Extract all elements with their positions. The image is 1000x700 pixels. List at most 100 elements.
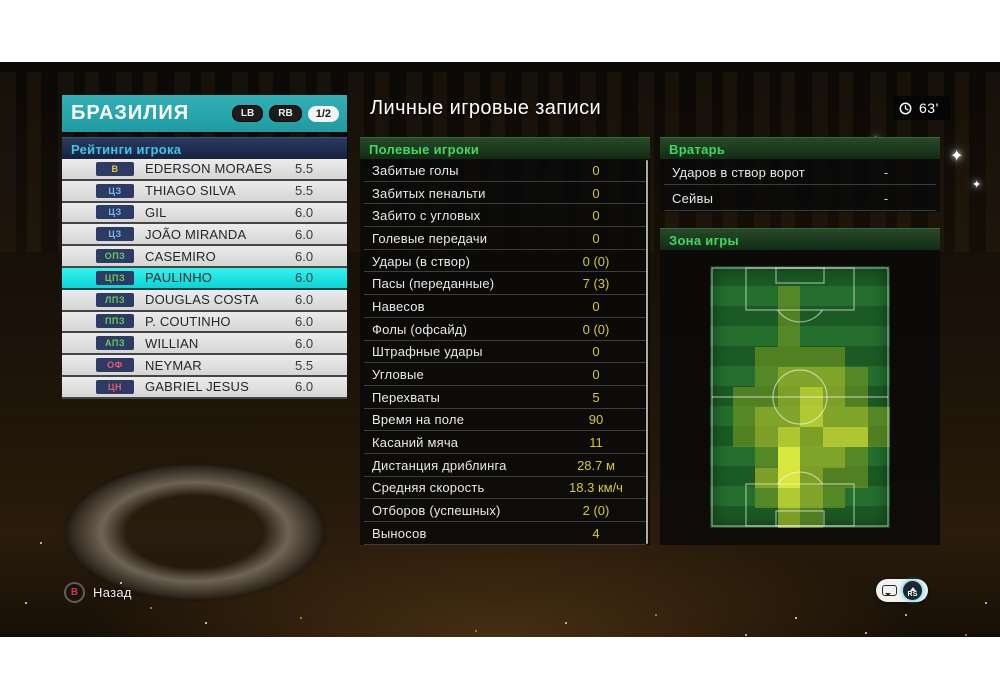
stat-label: Забито с угловых: [372, 208, 481, 224]
stat-value: 18.3 км/ч: [569, 480, 623, 496]
b-button-icon[interactable]: B: [64, 582, 85, 603]
stat-label: Касаний мяча: [372, 435, 459, 451]
heat-cell: [800, 366, 823, 387]
stat-row: Средняя скорость 18.3 км/ч: [360, 477, 650, 500]
heat-cell: [755, 326, 778, 346]
heat-cell: [800, 467, 823, 488]
stat-value: 4: [592, 525, 600, 541]
heat-cell: [733, 488, 756, 508]
player-rating: 6.0: [295, 379, 314, 395]
player-row[interactable]: ЦЗ GIL 6.0: [62, 202, 347, 225]
back-label: Назад: [93, 585, 132, 600]
play-zone-title: Зона игры: [669, 232, 739, 248]
player-rating: 6.0: [295, 226, 314, 242]
stat-label: Голевые передачи: [372, 230, 488, 246]
stat-row: Ударов в створ ворот -: [660, 159, 940, 185]
footer-hint-pill[interactable]: RS: [876, 579, 928, 602]
rb-button[interactable]: RB: [269, 105, 302, 122]
team-name: БРАЗИЛИЯ: [71, 102, 190, 124]
stat-value: -: [883, 164, 889, 180]
stat-label: Пасы (переданные): [372, 276, 495, 292]
heat-cell: [755, 366, 778, 387]
player-name: EDERSON MORAES: [145, 161, 273, 177]
heat-cell: [777, 386, 800, 408]
heat-cell: [800, 386, 823, 408]
stat-value: 2 (0): [582, 503, 610, 519]
heat-cell: [777, 467, 800, 488]
player-row[interactable]: ЦПЗ PAULINHO 6.0: [62, 267, 347, 290]
stat-label: Штрафные удары: [372, 344, 483, 360]
heat-cell: [845, 508, 868, 528]
stat-value: 5: [592, 389, 600, 405]
player-row[interactable]: ОПЗ CASEMIRO 6.0: [62, 246, 347, 268]
player-row[interactable]: ЦН GABRIEL JESUS 6.0: [62, 376, 347, 399]
stat-value: 28.7 м: [577, 457, 615, 473]
chat-icon[interactable]: [882, 585, 897, 596]
heat-cell: [733, 266, 756, 286]
stat-value: 0: [592, 298, 600, 314]
heat-cell: [710, 488, 733, 508]
position-badge: ППЗ: [96, 314, 134, 329]
heat-cell: [822, 407, 845, 428]
heat-cell: [755, 266, 778, 286]
heat-cell: [845, 266, 868, 286]
heat-cell: [710, 326, 733, 346]
stat-row: Время на поле 90: [360, 409, 650, 432]
heat-cell: [777, 407, 800, 428]
heatmap-pitch: [710, 266, 890, 528]
heat-cell: [845, 347, 868, 367]
heat-cell: [733, 367, 756, 387]
player-name: NEYMAR: [145, 357, 202, 373]
lb-button[interactable]: LB: [231, 105, 264, 122]
player-name: JOÃO MIRANDA: [145, 226, 247, 242]
player-rating: 6.0: [295, 270, 314, 286]
heat-cell: [710, 286, 733, 306]
player-name: CASEMIRO: [145, 248, 216, 264]
player-row[interactable]: ЦЗ THIAGO SILVA 5.5: [62, 180, 347, 203]
heat-cell: [777, 507, 800, 528]
heat-cell: [710, 427, 733, 447]
player-row[interactable]: В EDERSON MORAES 5.5: [62, 159, 347, 181]
player-rating: 6.0: [295, 335, 314, 351]
player-row[interactable]: ОФ NEYMAR 5.5: [62, 355, 347, 377]
stat-row: Забитых пенальти 0: [360, 182, 650, 205]
field-player-stats: Забитые голы 0 Забитых пенальти 0 Забито…: [360, 159, 650, 545]
sparkle-icon: ✦: [950, 148, 964, 165]
heatmap-grid: [710, 266, 890, 528]
stick-press-arrow-icon: [909, 584, 916, 591]
heat-cell: [800, 326, 823, 346]
stat-label: Ударов в створ ворот: [672, 164, 805, 180]
player-name: THIAGO SILVA: [145, 183, 236, 199]
stat-value: 0 (0): [582, 321, 610, 337]
player-row[interactable]: ЦЗ JOÃO MIRANDA 6.0: [62, 224, 347, 247]
heat-cell: [845, 447, 868, 468]
stats-scrollbar[interactable]: [646, 160, 648, 544]
city-lights: [0, 62, 2, 64]
heat-cell: [868, 347, 891, 367]
heat-cell: [845, 386, 868, 408]
field-players-title: Полевые игроки: [369, 141, 480, 157]
stat-value: 0: [592, 185, 600, 201]
player-row[interactable]: АПЗ WILLIAN 6.0: [62, 333, 347, 356]
heat-cell: [733, 286, 756, 306]
play-zone-section-bar: Зона игры: [660, 228, 940, 251]
heat-cell: [868, 326, 891, 346]
player-row[interactable]: ППЗ P. COUTINHO 6.0: [62, 311, 347, 334]
stat-value: 0: [592, 344, 600, 360]
heat-cell: [755, 487, 778, 508]
heat-cell: [755, 467, 778, 488]
sparkle-icon: ✦: [972, 179, 982, 191]
heat-cell: [755, 447, 778, 468]
stat-row: Голевые передачи 0: [360, 227, 650, 250]
stat-label: Время на поле: [372, 412, 465, 428]
player-name: WILLIAN: [145, 335, 199, 351]
back-control[interactable]: B Назад: [64, 582, 132, 603]
stat-row: Выносов 4: [360, 522, 650, 545]
stat-value: 90: [588, 412, 604, 428]
player-row[interactable]: ЛПЗ DOUGLAS COSTA 6.0: [62, 289, 347, 312]
player-name: GABRIEL JESUS: [145, 379, 249, 395]
heat-cell: [732, 407, 755, 428]
heat-cell: [822, 487, 845, 508]
heat-cell: [868, 266, 891, 286]
right-stick-icon[interactable]: RS: [903, 581, 922, 600]
